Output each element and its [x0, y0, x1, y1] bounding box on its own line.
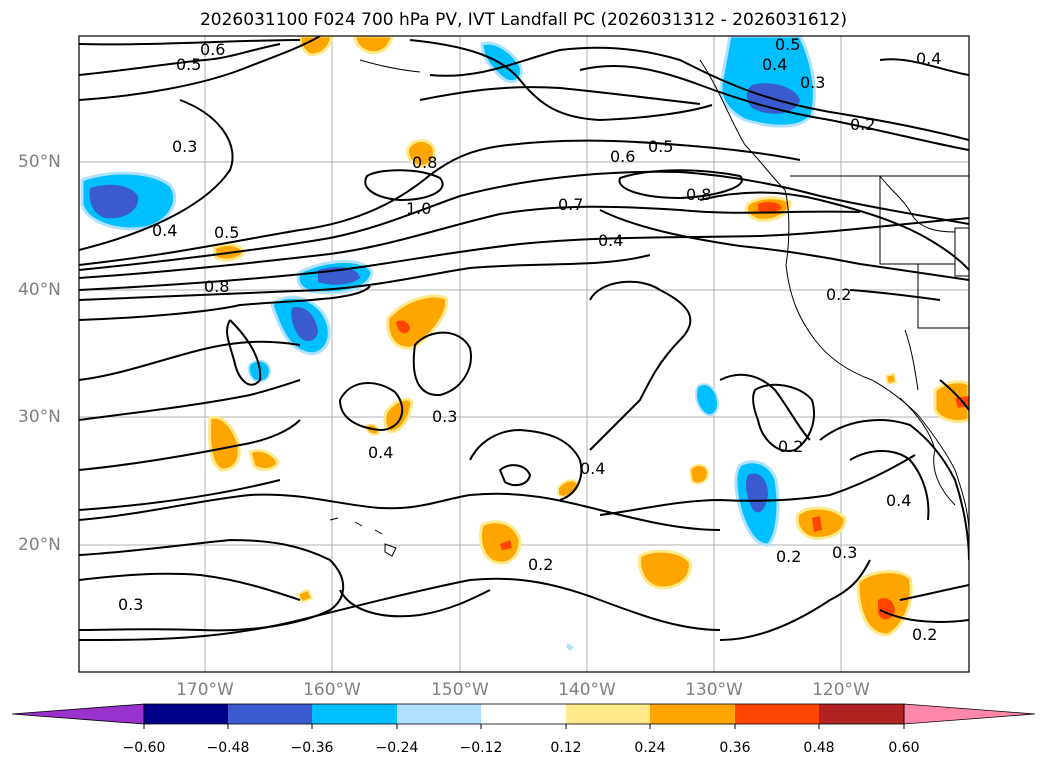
lat-label: 20°N [18, 535, 61, 555]
colorbar-tick-label: 0.12 [550, 740, 582, 756]
contour-label: 0.5 [176, 55, 201, 74]
contour-label: 0.4 [598, 231, 623, 250]
contour-label: 0.8 [204, 277, 229, 296]
contour-label: 0.2 [778, 437, 803, 456]
contour-label: 0.4 [762, 55, 787, 74]
colorbar-segment [397, 704, 481, 724]
colorbar-tick-label: −0.60 [122, 740, 166, 756]
colorbar-tick-label: 0.36 [719, 740, 751, 756]
contour-label: 0.3 [118, 595, 143, 614]
contour-label: 0.3 [800, 73, 825, 92]
colorbar-tick-label: −0.48 [206, 740, 250, 756]
lon-label: 130°W [685, 680, 743, 700]
contour-label: 0.4 [368, 443, 393, 462]
contour-label: 1.0 [406, 199, 431, 218]
lon-label: 170°W [176, 680, 234, 700]
contour-label: 0.4 [886, 491, 911, 510]
contour-label: 0.5 [775, 35, 800, 54]
contour-label: 0.2 [850, 115, 875, 134]
contour-label: 0.4 [916, 49, 941, 68]
lat-label: 50°N [18, 152, 61, 172]
lon-label: 160°W [303, 680, 361, 700]
contour-label: 0.6 [610, 147, 635, 166]
lon-label: 120°W [812, 680, 870, 700]
colorbar-segment [566, 704, 650, 724]
colorbar-tick-label: 0.48 [803, 740, 835, 756]
gridlines [79, 36, 969, 672]
lon-label: 150°W [431, 680, 489, 700]
contour-label: 0.4 [152, 221, 177, 240]
contour-label: 0.4 [580, 459, 605, 478]
colorbar-tick-label: −0.24 [375, 740, 419, 756]
colorbar-segment [481, 704, 566, 724]
contour-label: 0.5 [648, 137, 673, 156]
lat-label: 40°N [18, 280, 61, 300]
contour-label: 0.8 [686, 185, 711, 204]
contour-labels: 0.6 0.5 0.3 0.4 0.5 0.8 1.0 0.7 0.4 0.6 … [118, 35, 941, 644]
colorbar-extend-low [11, 703, 145, 725]
colorbar [11, 703, 1036, 729]
colorbar-tick-label: 0.24 [634, 740, 666, 756]
colorbar-tick-label: 0.60 [888, 740, 920, 756]
map-title: 2026031100 F024 700 hPa PV, IVT Landfall… [199, 10, 847, 30]
contour-label: 0.3 [832, 543, 857, 562]
contour-label: 0.2 [826, 285, 851, 304]
contour-label: 0.5 [214, 223, 239, 242]
pv-contours [79, 36, 969, 641]
colorbar-segment [819, 704, 904, 724]
positive-pc-shading [208, 36, 969, 637]
contour-label: 0.2 [776, 547, 801, 566]
colorbar-segment [144, 704, 228, 724]
contour-label: 0.6 [200, 40, 225, 59]
colorbar-segment [312, 704, 397, 724]
colorbar-tick-label: −0.12 [459, 740, 503, 756]
contour-label: 0.2 [528, 555, 553, 574]
contour-label: 0.8 [412, 153, 437, 172]
colorbar-segment [650, 704, 735, 724]
contour-label: 0.3 [432, 407, 457, 426]
lon-label: 140°W [558, 680, 616, 700]
colorbar-extend-high [903, 703, 1036, 725]
colorbar-segment [228, 704, 312, 724]
lat-label: 30°N [18, 407, 61, 427]
contour-label: 0.3 [172, 137, 197, 156]
colorbar-segment [735, 704, 819, 724]
colorbar-tick-label: −0.36 [290, 740, 334, 756]
contour-label: 0.2 [912, 625, 937, 644]
contour-label: 0.7 [558, 195, 583, 214]
map-frame [78, 35, 970, 673]
